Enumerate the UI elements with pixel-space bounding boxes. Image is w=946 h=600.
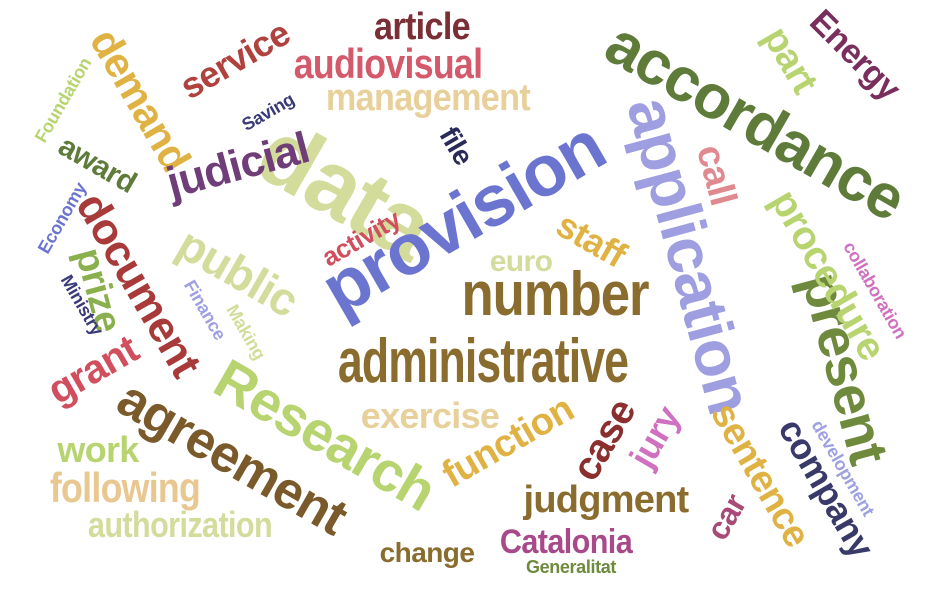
word-work: work <box>57 429 139 470</box>
word-euro: euro <box>489 245 553 278</box>
word-exercise: exercise <box>360 395 500 436</box>
word-energy: Energy <box>802 2 908 108</box>
word-file: file <box>433 121 480 171</box>
word-management: management <box>325 77 531 119</box>
word-number: number <box>461 260 650 329</box>
word-article: article <box>374 6 471 48</box>
word-administrative: administrative <box>337 327 629 396</box>
word-generalitat: Generalitat <box>525 557 617 577</box>
word-authorization: authorization <box>87 504 273 545</box>
word-following: following <box>49 464 201 511</box>
word-car: car <box>698 488 754 546</box>
word-catalonia: Catalonia <box>499 523 633 561</box>
word-audiovisual: audiovisual <box>293 40 483 87</box>
word-change: change <box>379 537 475 568</box>
word-foundation: Foundation <box>30 54 96 146</box>
word-service: service <box>172 12 297 108</box>
word-judgment: judgment <box>523 479 690 521</box>
